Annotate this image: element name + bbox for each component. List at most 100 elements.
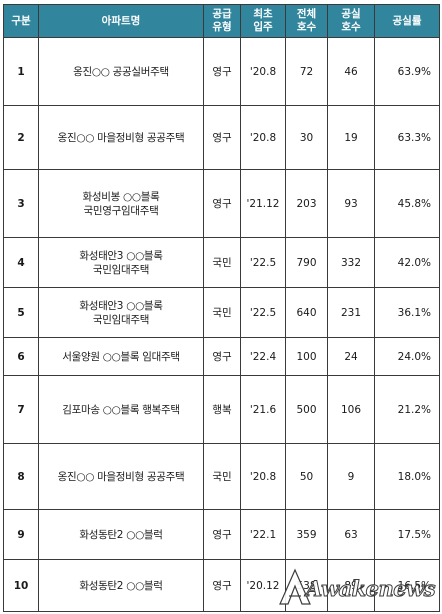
cell-rate: 24.0% [374, 337, 440, 376]
cell-first: '22.5 [240, 237, 286, 288]
header-type: 공급 유형 [203, 4, 241, 38]
cell-vacant: 106 [327, 375, 375, 444]
cell-rate: 36.1% [374, 287, 440, 338]
cell-no: 7 [3, 375, 39, 444]
cell-no: 1 [3, 37, 39, 106]
vacancy-table-container: 구분 아파트명 공급 유형 최초 입주 전체 호수 공실 호수 [3, 4, 440, 612]
table-row: 9 화성동탄2 ○○블럭 영구 '22.1 359 63 17.5% [3, 509, 440, 560]
cell-name-line1: 화성태안3 ○○블록 [79, 249, 163, 262]
cell-name-line1: 옹진○○ 공공실버주택 [73, 65, 169, 78]
cell-first: '20.8 [240, 443, 286, 510]
cell-vacant: 63 [327, 509, 375, 560]
table-row: 1 옹진○○ 공공실버주택 영구 '20.8 72 46 63.9% [3, 37, 440, 106]
cell-first: '21.6 [240, 375, 286, 444]
cell-name-line1: 옹진○○ 마을정비형 공공주택 [57, 470, 185, 483]
header-name: 아파트명 [38, 4, 204, 38]
table-row: 5 화성태안3 ○○블록 국민임대주택 국민 '22.5 640 231 36.1… [3, 287, 440, 338]
header-type-line1: 공급 [212, 8, 232, 20]
cell-name: 화성동탄2 ○○블럭 [38, 559, 204, 612]
cell-name-line1: 화성동탄2 ○○블럭 [79, 528, 163, 541]
cell-vacant: 89 [327, 559, 375, 612]
cell-vacant: 19 [327, 105, 375, 170]
cell-name-line1: 김포마송 ○○블록 행복주택 [62, 403, 180, 416]
vacancy-table: 구분 아파트명 공급 유형 최초 입주 전체 호수 공실 호수 [3, 4, 440, 612]
cell-type: 영구 [203, 509, 241, 560]
cell-name: 화성동탄2 ○○블럭 [38, 509, 204, 560]
cell-type: 영구 [203, 169, 241, 238]
cell-name: 김포마송 ○○블록 행복주택 [38, 375, 204, 444]
cell-rate: 63.9% [374, 37, 440, 106]
cell-no: 6 [3, 337, 39, 376]
cell-type: 영구 [203, 37, 241, 106]
header-vacant-line2: 호수 [341, 21, 361, 33]
cell-total: 100 [285, 337, 328, 376]
cell-type: 영구 [203, 559, 241, 612]
cell-name: 옹진○○ 마을정비형 공공주택 [38, 105, 204, 170]
cell-total: 538 [285, 559, 328, 612]
cell-name: 옹진○○ 공공실버주택 [38, 37, 204, 106]
header-vacant-line1: 공실 [341, 8, 361, 20]
header-total-line1: 전체 [296, 8, 317, 20]
cell-first: '20.8 [240, 37, 286, 106]
cell-first: '21.12 [240, 169, 286, 238]
cell-rate: 18.0% [374, 443, 440, 510]
cell-name-line2: 국민임대주택 [92, 313, 150, 326]
cell-total: 72 [285, 37, 328, 106]
cell-vacant: 332 [327, 237, 375, 288]
header-first-line2: 입주 [253, 21, 273, 33]
cell-name: 옹진○○ 마을정비형 공공주택 [38, 443, 204, 510]
cell-name-line1: 화성태안3 ○○블록 [79, 299, 163, 312]
cell-first: '20.12 [240, 559, 286, 612]
cell-total: 50 [285, 443, 328, 510]
cell-name: 화성비봉 ○○블록 국민영구임대주택 [38, 169, 204, 238]
cell-name-line1: 화성비봉 ○○블록 [82, 190, 160, 203]
cell-type: 국민 [203, 443, 241, 510]
cell-type: 영구 [203, 337, 241, 376]
header-first: 최초 입주 [240, 4, 286, 38]
cell-no: 4 [3, 237, 39, 288]
cell-rate: 16.5% [374, 559, 440, 612]
cell-name: 서울양원 ○○블록 임대주택 [38, 337, 204, 376]
cell-no: 10 [3, 559, 39, 612]
cell-vacant: 24 [327, 337, 375, 376]
cell-rate: 63.3% [374, 105, 440, 170]
header-no: 구분 [3, 4, 39, 38]
cell-name-line1: 옹진○○ 마을정비형 공공주택 [57, 131, 185, 144]
cell-first: '22.4 [240, 337, 286, 376]
cell-total: 359 [285, 509, 328, 560]
cell-vacant: 231 [327, 287, 375, 338]
cell-rate: 21.2% [374, 375, 440, 444]
table-row: 8 옹진○○ 마을정비형 공공주택 국민 '20.8 50 9 18.0% [3, 443, 440, 510]
cell-rate: 45.8% [374, 169, 440, 238]
cell-name-line2: 국민임대주택 [92, 263, 150, 276]
header-total-line2: 호수 [296, 21, 317, 33]
table-row: 10 화성동탄2 ○○블럭 영구 '20.12 538 89 16.5% [3, 559, 440, 612]
cell-total: 30 [285, 105, 328, 170]
cell-first: '22.1 [240, 509, 286, 560]
table-header: 구분 아파트명 공급 유형 최초 입주 전체 호수 공실 호수 [3, 4, 440, 38]
table-body: 1 옹진○○ 공공실버주택 영구 '20.8 72 46 63.9% 2 옹진○… [3, 37, 440, 612]
header-total: 전체 호수 [285, 4, 328, 38]
table-row: 7 김포마송 ○○블록 행복주택 행복 '21.6 500 106 21.2% [3, 375, 440, 444]
cell-total: 203 [285, 169, 328, 238]
cell-name-line1: 서울양원 ○○블록 임대주택 [62, 350, 180, 363]
table-row: 4 화성태안3 ○○블록 국민임대주택 국민 '22.5 790 332 42.0… [3, 237, 440, 288]
cell-no: 2 [3, 105, 39, 170]
header-row: 구분 아파트명 공급 유형 최초 입주 전체 호수 공실 호수 [3, 4, 440, 38]
cell-no: 9 [3, 509, 39, 560]
header-type-line2: 유형 [212, 21, 232, 33]
cell-type: 국민 [203, 237, 241, 288]
table-row: 3 화성비봉 ○○블록 국민영구임대주택 영구 '21.12 203 93 45.… [3, 169, 440, 238]
cell-total: 640 [285, 287, 328, 338]
table-row: 2 옹진○○ 마을정비형 공공주택 영구 '20.8 30 19 63.3% [3, 105, 440, 170]
header-rate: 공실률 [374, 4, 440, 38]
cell-rate: 42.0% [374, 237, 440, 288]
cell-total: 500 [285, 375, 328, 444]
cell-vacant: 93 [327, 169, 375, 238]
cell-no: 3 [3, 169, 39, 238]
cell-first: '20.8 [240, 105, 286, 170]
cell-vacant: 9 [327, 443, 375, 510]
cell-type: 국민 [203, 287, 241, 338]
cell-name: 화성태안3 ○○블록 국민임대주택 [38, 287, 204, 338]
cell-type: 행복 [203, 375, 241, 444]
